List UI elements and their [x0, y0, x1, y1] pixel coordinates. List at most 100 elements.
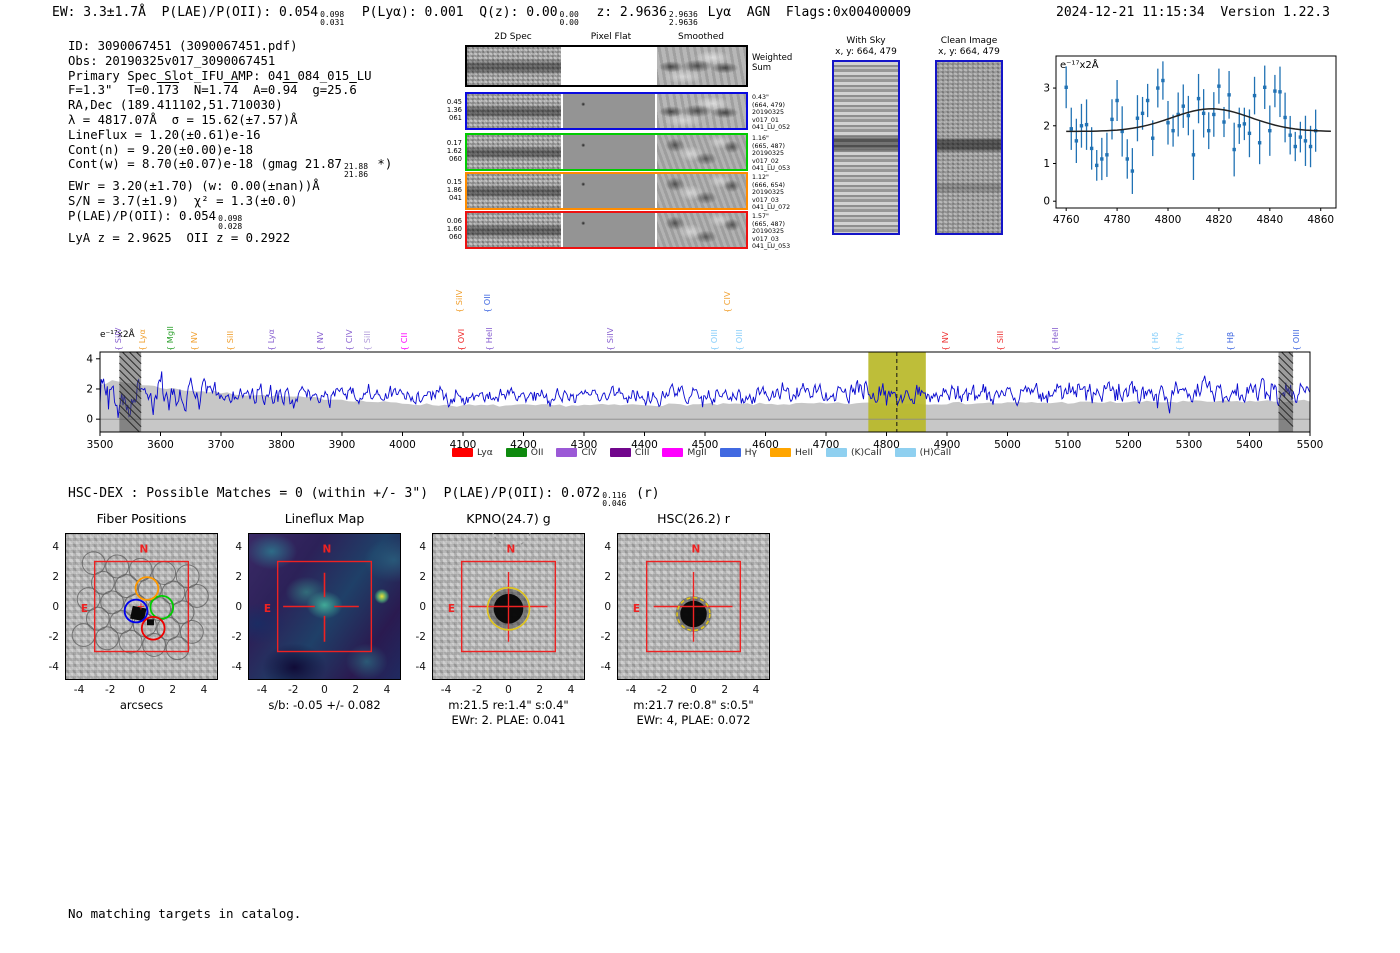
info-line-8: Cont(n) = 9.20(±0.00)e-18 — [68, 142, 254, 157]
svg-text:4860: 4860 — [1307, 214, 1334, 226]
footer-line-2: Row intentionally blank. — [68, 951, 301, 953]
info-line-6: λ = 4817.07Å σ = 15.62(±7.57)Å — [68, 112, 298, 127]
svg-text:E: E — [81, 603, 88, 615]
clean-image-title-text: Clean Image — [940, 36, 998, 46]
line-label-OVI: { OVI — [456, 328, 467, 351]
svg-text:3: 3 — [1043, 83, 1050, 95]
info-line-11: S/N = 3.7(±1.9) χ² = 1.3(±0.0) — [68, 194, 298, 209]
panel-xlabel: s/b: -0.05 +/- 0.082 — [268, 698, 381, 712]
svg-text:5100: 5100 — [1055, 439, 1082, 451]
spec2d-row-left-labels: 0.17 1.62 060 — [446, 139, 462, 164]
svg-text:E: E — [448, 603, 455, 615]
panel-overlay-cutout: NE — [448, 533, 557, 653]
legend-swatch — [452, 448, 473, 457]
svg-text:5400: 5400 — [1236, 439, 1263, 451]
panel-xtick: 4 — [567, 684, 575, 696]
svg-text:2: 2 — [86, 383, 93, 395]
svg-text:4500: 4500 — [692, 439, 719, 451]
line-fit-inset-svg: 0 1 2 3 4760 4780 4800 4820 4840 4860 e⁻¹⁷x2Å — [1043, 55, 1337, 226]
svg-text:3800: 3800 — [268, 439, 295, 451]
legend-item-CIII: CIII — [609, 447, 649, 458]
panel-image-cutout — [617, 533, 770, 680]
panel-xtick: 2 — [536, 684, 544, 696]
smoothed-image — [656, 47, 746, 85]
panel-ytick: 0 — [419, 600, 426, 613]
panel-xtick: -2 — [657, 684, 668, 696]
clean-image-title: Clean Image x, y: 664, 479 — [914, 36, 1024, 58]
svg-text:4800: 4800 — [873, 439, 900, 451]
line-label-SiIV: { SiIV — [112, 327, 123, 351]
svg-text:3600: 3600 — [147, 439, 174, 451]
panel-caption: EWr: 4, PLAE: 0.072 — [636, 713, 751, 727]
panel-xtick: 2 — [721, 684, 729, 696]
legend-item-CIV: CIV — [556, 447, 597, 458]
svg-text:N: N — [322, 544, 331, 556]
svg-text:5200: 5200 — [1115, 439, 1142, 451]
panel-image-flux — [248, 533, 401, 680]
smoothed-image — [656, 94, 746, 128]
main-spectrum-unit-label: e⁻¹⁷x2Å — [100, 330, 135, 340]
legend-swatch — [556, 448, 578, 457]
svg-text:3900: 3900 — [329, 439, 356, 451]
spec2d-image — [467, 94, 562, 128]
line-label-CII: { CII — [399, 332, 410, 351]
line-fit-inset-chart: 0 1 2 3 4760 4780 4800 4820 4840 4860 e⁻¹⁷x2Å — [1030, 46, 1350, 238]
panel-overlay-fiber: + N E — [71, 544, 209, 661]
panel-xtick: -4 — [256, 684, 268, 696]
panel-ytick: -4 — [231, 660, 242, 673]
spec2d-image — [467, 135, 562, 169]
spec2d-row-left-labels: 0.15 1.86 041 — [446, 178, 462, 203]
line-legend: Lyα OII CIV CIII MgII Hγ HeII (K)CaII (H)CaII — [452, 447, 951, 458]
spec2d-col-header-pixelflat: Pixel Flat — [590, 32, 632, 42]
panel-xlabel: m:21.5 re:1.4" s:0.4" — [448, 698, 569, 712]
svg-text:E: E — [264, 603, 271, 615]
with-sky-title-text: With Sky — [846, 36, 886, 46]
svg-text:4: 4 — [86, 353, 93, 365]
legend-item-(H)CaII: (H)CaII — [894, 447, 951, 458]
stacked-value: 0.00 0.00 — [559, 10, 579, 27]
header-summary: EW: 3.3±1.7Å P(LAE)/P(OII): 0.054 0.098 0.… — [52, 5, 912, 27]
spec2d-image — [467, 47, 562, 85]
panel-xtick: -4 — [440, 684, 452, 696]
smoothed-image — [656, 135, 746, 169]
panel-ytick: 4 — [52, 540, 59, 553]
legend-swatch — [769, 448, 791, 457]
svg-text:4820: 4820 — [1206, 214, 1233, 226]
panel-ytick: 4 — [419, 540, 426, 553]
panel-xtick: -2 — [472, 684, 483, 696]
panel-ytick: -2 — [600, 630, 611, 643]
svg-text:4000: 4000 — [389, 439, 416, 451]
info-line-1: ID: 3090067451 (3090067451.pdf) — [68, 39, 298, 53]
panel-caption: EWr: 2. PLAE: 0.041 — [451, 713, 566, 727]
pixel-flat-image — [563, 213, 655, 247]
info-line-12: P(LAE)/P(OII): 0.054 0.098 0.028 — [68, 208, 243, 231]
legend-item-HeII: HeII — [769, 447, 813, 458]
info-line-4: F=1.3" T=0.173 N=1.74 A=0.94 g=25.6 — [68, 83, 357, 98]
panel-ytick: 0 — [235, 600, 242, 613]
panel-xtick: 0 — [505, 684, 512, 696]
legend-item-(K)CaII: (K)CaII — [825, 447, 882, 458]
panel-overlay-cutout: NE — [633, 544, 742, 653]
svg-text:4400: 4400 — [631, 439, 658, 451]
panel-overlay-flux: NE — [264, 544, 373, 653]
svg-text:5500: 5500 — [1297, 439, 1324, 451]
spec2d-row-right-labels: Weighted Sum — [752, 53, 793, 73]
legend-swatch — [825, 448, 847, 457]
svg-text:2: 2 — [1043, 120, 1050, 132]
panel-xtick: -2 — [105, 684, 116, 696]
legend-swatch — [662, 448, 684, 457]
legend-swatch — [609, 448, 631, 457]
line-label-Hβ: { Hβ — [1224, 331, 1235, 351]
spec2d-col-header-2dspec: 2D Spec — [494, 32, 532, 42]
spec2d-row-3 — [465, 133, 748, 171]
footer-line-1: No matching targets in catalog. — [68, 906, 302, 921]
spec2d-row-right-labels: 1.57" (665, 487) 20190325 v017_03 041_LU_053 — [752, 213, 791, 251]
svg-text:N: N — [691, 544, 700, 556]
panel-ytick: -4 — [48, 660, 59, 673]
spec2d-row-2 — [465, 92, 748, 130]
svg-text:N: N — [506, 544, 515, 556]
main-spectrum-chart: 0 2 4 3500 3600 3700 3800 3900 4000 4100 4200 4300 4… — [80, 344, 1330, 452]
line-label-SiII: { SiII — [224, 330, 235, 351]
